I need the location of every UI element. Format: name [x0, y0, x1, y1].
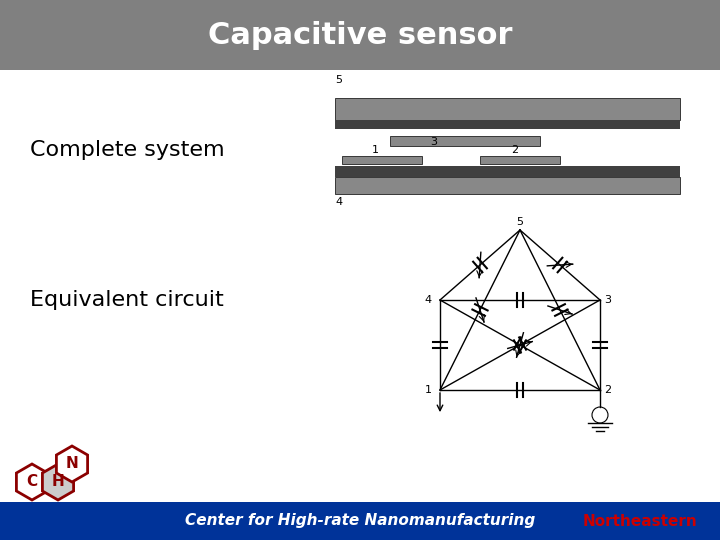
Text: 1: 1 [425, 385, 431, 395]
Text: 4: 4 [335, 197, 342, 207]
Bar [335, 120, 680, 129]
Text: 3: 3 [430, 137, 437, 147]
FancyBboxPatch shape [0, 0, 720, 70]
Text: Complete system: Complete system [30, 140, 225, 160]
Text: Equivalent circuit: Equivalent circuit [30, 290, 224, 310]
Text: Northeastern: Northeastern [582, 514, 698, 529]
Bar [335, 166, 680, 177]
Text: C: C [27, 475, 37, 489]
Text: Center for High-rate Nanomanufacturing: Center for High-rate Nanomanufacturing [185, 514, 535, 529]
Text: 2: 2 [604, 385, 611, 395]
Bar [335, 177, 680, 194]
Text: 1: 1 [372, 145, 379, 155]
Text: 4: 4 [424, 295, 431, 305]
Text: 5: 5 [516, 217, 523, 227]
Text: N: N [66, 456, 78, 471]
FancyBboxPatch shape [0, 502, 720, 540]
Bar [390, 136, 540, 146]
Bar [342, 156, 422, 164]
Text: 2: 2 [511, 145, 518, 155]
Bar [480, 156, 560, 164]
Text: H: H [52, 475, 64, 489]
Text: 3: 3 [605, 295, 611, 305]
Text: Capacitive sensor: Capacitive sensor [208, 21, 512, 50]
Bar [335, 98, 680, 120]
Text: 5: 5 [335, 75, 342, 85]
